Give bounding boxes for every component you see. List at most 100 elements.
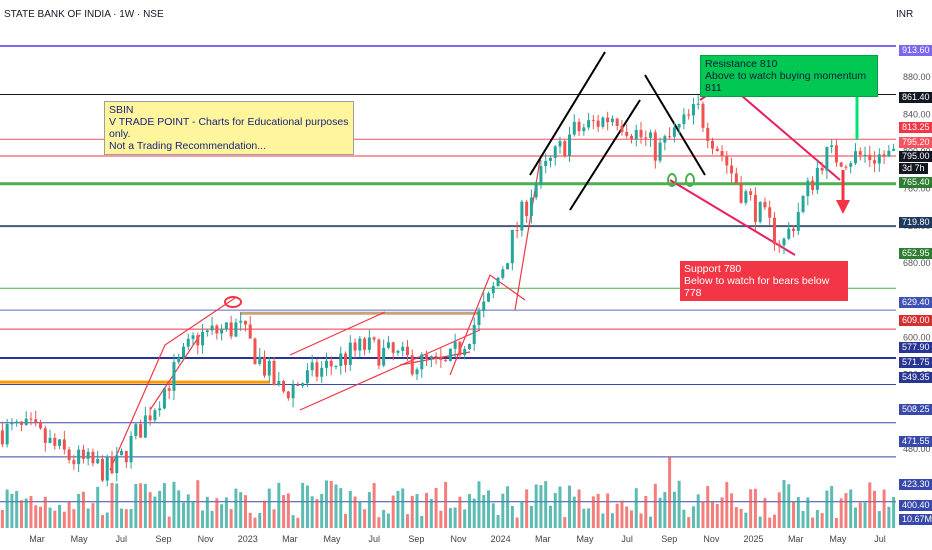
volume-bar xyxy=(196,480,200,528)
candle-body xyxy=(100,459,104,481)
candle-body xyxy=(363,338,367,350)
volume-bar xyxy=(286,493,290,528)
volume-bar xyxy=(215,498,219,528)
candle-body xyxy=(596,120,600,127)
note-line: SBIN xyxy=(109,104,134,116)
volume-bar xyxy=(529,505,533,528)
candle-body xyxy=(425,354,429,359)
price-tag: 795.00 xyxy=(899,151,932,162)
x-tick-label: Mar xyxy=(29,534,45,544)
volume-bar xyxy=(67,501,71,528)
x-tick-label: Sep xyxy=(408,534,424,544)
candle-body xyxy=(239,320,243,323)
y-tick-label: 840.00 xyxy=(903,109,931,119)
candle-body xyxy=(177,357,181,363)
candle-body xyxy=(186,338,190,347)
volume-bar xyxy=(463,509,467,528)
x-tick-label: Sep xyxy=(661,534,677,544)
volume-bar xyxy=(615,503,619,528)
price-tag: 913.60 xyxy=(899,45,932,56)
candle-body xyxy=(520,201,524,231)
volume-bar xyxy=(72,509,76,528)
volume-bar xyxy=(62,511,66,528)
candle-body xyxy=(253,338,257,364)
candle-body xyxy=(248,324,252,339)
candle-body xyxy=(282,381,286,392)
candle-body xyxy=(272,360,276,386)
currency-label[interactable]: INR xyxy=(896,9,914,20)
candle-body xyxy=(472,325,476,344)
candle-body xyxy=(48,437,52,443)
volume-bar xyxy=(100,515,104,528)
volume-bar xyxy=(553,492,557,528)
candle-body xyxy=(587,120,591,128)
volume-bar xyxy=(401,488,405,528)
volume-bar xyxy=(591,496,595,528)
volume-bar xyxy=(658,497,662,528)
candle-body xyxy=(220,328,224,334)
candle-body xyxy=(34,419,38,423)
volume-bar xyxy=(458,496,462,528)
candle-body xyxy=(777,244,781,246)
volume-bar xyxy=(610,513,614,528)
volume-bar xyxy=(482,495,486,528)
volume-bar xyxy=(868,482,872,528)
volume-bar xyxy=(305,485,309,528)
candle-body xyxy=(105,456,109,481)
candle-body xyxy=(863,154,867,156)
candle-body xyxy=(396,350,400,353)
candle-body xyxy=(401,346,405,351)
trend-line xyxy=(644,74,706,176)
volume-bar xyxy=(239,492,243,528)
x-tick-label: Jul xyxy=(116,534,128,544)
candle-body xyxy=(329,360,333,367)
volume-bar xyxy=(472,498,476,528)
volume-bar xyxy=(153,496,157,528)
candle-body xyxy=(644,137,648,139)
candle-body xyxy=(315,362,319,377)
volume-bar xyxy=(839,498,843,528)
volume-bar xyxy=(582,508,586,528)
volume-bar xyxy=(606,493,610,528)
candle-body xyxy=(453,341,457,349)
candle-body xyxy=(858,151,862,155)
volume-bar xyxy=(506,486,510,528)
candle-body xyxy=(696,103,700,105)
volume-bar xyxy=(749,489,753,528)
candle-body xyxy=(72,460,76,465)
candle-body xyxy=(386,342,390,348)
candle-body xyxy=(887,150,891,157)
volume-bar xyxy=(377,517,381,528)
volume-bar xyxy=(892,497,896,528)
candle-body xyxy=(806,180,810,197)
candle-body xyxy=(134,424,138,436)
volume-bar xyxy=(520,501,524,528)
resistance-note: Resistance 810 Above to watch buying mom… xyxy=(700,55,878,97)
volume-bar xyxy=(24,498,28,528)
candle-body xyxy=(129,435,133,463)
candle-body xyxy=(744,191,748,203)
volume-bar xyxy=(434,487,438,528)
x-tick-label: Mar xyxy=(788,534,804,544)
price-tag: 765.40 xyxy=(899,177,932,188)
candle-body xyxy=(892,148,896,151)
volume-bar xyxy=(763,498,767,528)
candle-body xyxy=(873,160,877,164)
volume-bar xyxy=(177,490,181,528)
volume-bar xyxy=(849,489,853,528)
volume-bar xyxy=(644,495,648,528)
candle-body xyxy=(334,365,338,367)
price-tag: 629.40 xyxy=(899,297,932,308)
volume-bar xyxy=(48,507,52,528)
volume-bar xyxy=(29,496,33,528)
candle-body xyxy=(143,415,147,438)
x-tick-label: Mar xyxy=(282,534,298,544)
candle-body xyxy=(711,140,715,149)
price-tag: 549.35 xyxy=(899,372,932,383)
price-tag: 652.95 xyxy=(899,248,932,259)
volume-bar xyxy=(167,516,171,528)
candle-body xyxy=(29,418,33,420)
volume-bar xyxy=(10,493,14,528)
highlight-circle xyxy=(224,296,242,308)
